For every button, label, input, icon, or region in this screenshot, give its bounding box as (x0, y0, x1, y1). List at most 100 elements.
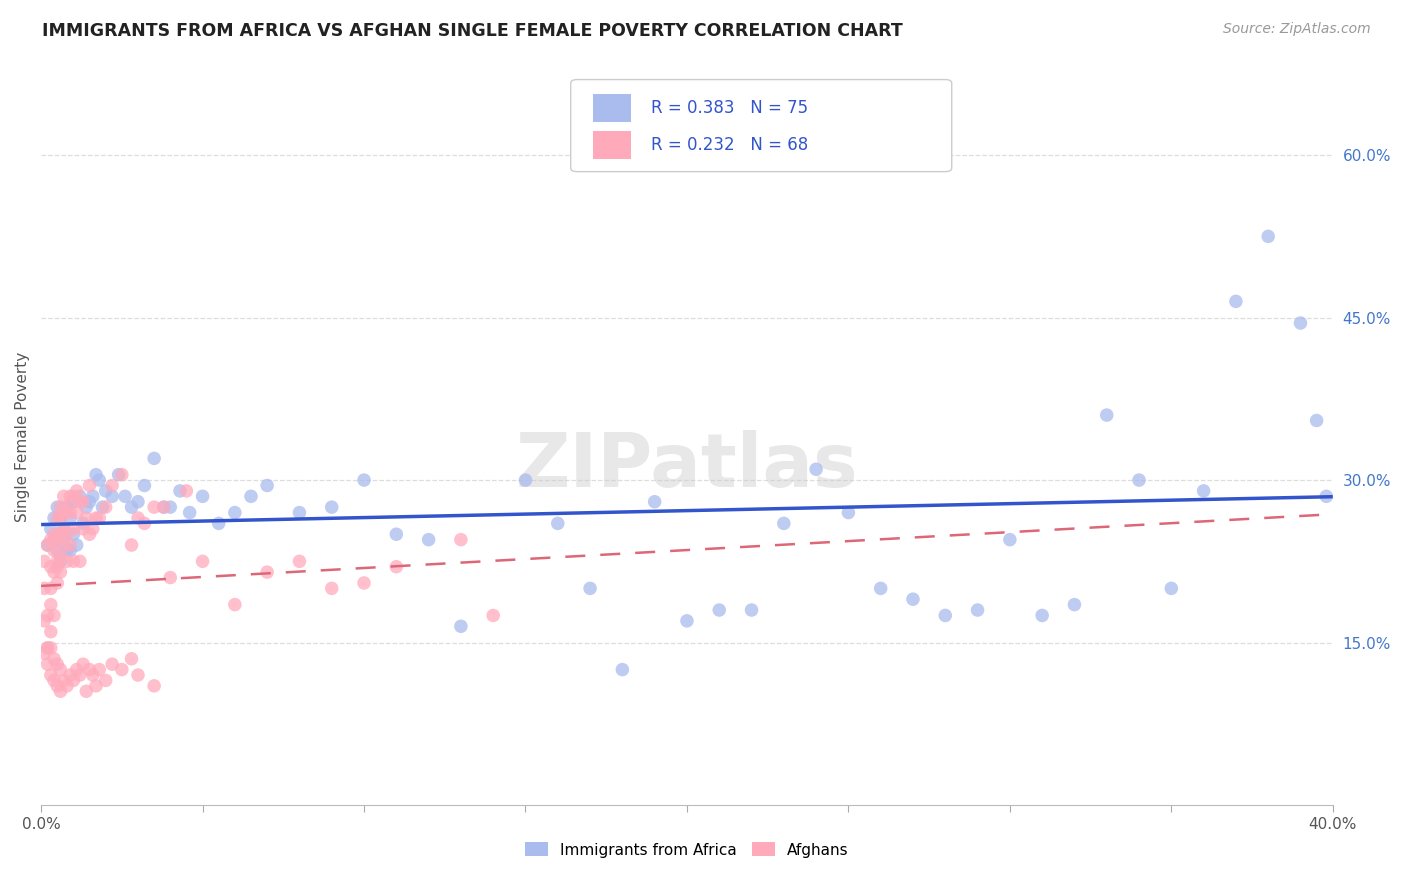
Immigrants from Africa (869, 582, 891, 596)
Immigrants from Africa (1192, 483, 1215, 498)
Afghans (49, 511, 72, 525)
Afghans (69, 494, 91, 508)
Afghans (385, 559, 408, 574)
Afghans (121, 652, 143, 666)
Afghans (62, 554, 84, 568)
Afghans (69, 668, 91, 682)
Immigrants from Africa (966, 603, 988, 617)
Afghans (143, 679, 166, 693)
Immigrants from Africa (66, 538, 89, 552)
Afghans (49, 500, 72, 515)
Afghans (49, 565, 72, 579)
Afghans (39, 668, 62, 682)
Immigrants from Africa (353, 473, 375, 487)
Afghans (52, 673, 75, 688)
Afghans (39, 598, 62, 612)
Afghans (42, 673, 65, 688)
Afghans (153, 500, 176, 515)
Legend: Immigrants from Africa, Afghans: Immigrants from Africa, Afghans (519, 837, 855, 863)
Afghans (56, 500, 79, 515)
Afghans (62, 489, 84, 503)
Text: Source: ZipAtlas.com: Source: ZipAtlas.com (1223, 22, 1371, 37)
Afghans (56, 527, 79, 541)
Afghans (66, 483, 89, 498)
Immigrants from Africa (127, 494, 149, 508)
Immigrants from Africa (49, 554, 72, 568)
Afghans (79, 663, 101, 677)
Immigrants from Africa (169, 483, 191, 498)
Afghans (111, 467, 134, 482)
Afghans (224, 598, 246, 612)
Afghans (37, 640, 59, 655)
Afghans (34, 582, 56, 596)
Afghans (450, 533, 472, 547)
Immigrants from Africa (547, 516, 569, 531)
Immigrants from Africa (153, 500, 176, 515)
Immigrants from Africa (91, 500, 114, 515)
Afghans (321, 582, 343, 596)
Immigrants from Africa (741, 603, 763, 617)
Afghans (143, 500, 166, 515)
Afghans (46, 576, 69, 591)
Immigrants from Africa (1225, 294, 1247, 309)
Afghans (52, 506, 75, 520)
Afghans (79, 478, 101, 492)
Afghans (89, 663, 111, 677)
Immigrants from Africa (46, 543, 69, 558)
Afghans (39, 533, 62, 547)
Immigrants from Africa (42, 533, 65, 547)
Immigrants from Africa (208, 516, 231, 531)
Afghans (72, 657, 94, 672)
Immigrants from Africa (62, 494, 84, 508)
Afghans (39, 582, 62, 596)
Immigrants from Africa (256, 478, 278, 492)
Afghans (66, 506, 89, 520)
Text: R = 0.383   N = 75: R = 0.383 N = 75 (651, 99, 808, 117)
Afghans (84, 679, 107, 693)
Afghans (37, 608, 59, 623)
Text: IMMIGRANTS FROM AFRICA VS AFGHAN SINGLE FEMALE POVERTY CORRELATION CHART: IMMIGRANTS FROM AFRICA VS AFGHAN SINGLE … (42, 22, 903, 40)
Immigrants from Africa (612, 663, 634, 677)
Afghans (176, 483, 198, 498)
Immigrants from Africa (49, 511, 72, 525)
Immigrants from Africa (644, 494, 666, 508)
Afghans (49, 549, 72, 563)
Afghans (34, 554, 56, 568)
Afghans (42, 565, 65, 579)
Afghans (37, 640, 59, 655)
Immigrants from Africa (39, 522, 62, 536)
Afghans (59, 668, 82, 682)
Immigrants from Africa (42, 511, 65, 525)
Afghans (82, 668, 104, 682)
Afghans (42, 527, 65, 541)
Immigrants from Africa (107, 467, 129, 482)
Afghans (72, 494, 94, 508)
Afghans (111, 663, 134, 677)
Bar (593, 95, 631, 122)
Afghans (94, 500, 117, 515)
Afghans (42, 652, 65, 666)
Immigrants from Africa (62, 527, 84, 541)
Afghans (134, 516, 156, 531)
Bar (593, 131, 631, 159)
Immigrants from Africa (1315, 489, 1337, 503)
Afghans (46, 554, 69, 568)
Immigrants from Africa (46, 500, 69, 515)
Immigrants from Africa (79, 494, 101, 508)
Afghans (353, 576, 375, 591)
Immigrants from Africa (772, 516, 794, 531)
Immigrants from Africa (321, 500, 343, 515)
Immigrants from Africa (52, 522, 75, 536)
Afghans (46, 657, 69, 672)
Immigrants from Africa (56, 543, 79, 558)
Afghans (79, 527, 101, 541)
Afghans (52, 522, 75, 536)
Afghans (69, 554, 91, 568)
Immigrants from Africa (52, 533, 75, 547)
Afghans (94, 673, 117, 688)
Immigrants from Africa (159, 500, 181, 515)
Immigrants from Africa (240, 489, 263, 503)
Afghans (59, 538, 82, 552)
Immigrants from Africa (59, 543, 82, 558)
Immigrants from Africa (101, 489, 124, 503)
